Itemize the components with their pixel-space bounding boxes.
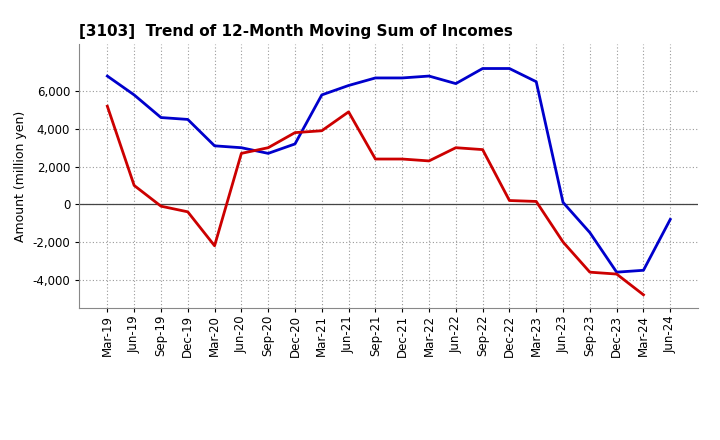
Ordinary Income — [130, 92, 138, 98]
Net Income — [585, 270, 594, 275]
Y-axis label: Amount (million yen): Amount (million yen) — [14, 110, 27, 242]
Net Income — [371, 156, 379, 161]
Ordinary Income — [318, 92, 326, 98]
Ordinary Income — [184, 117, 192, 122]
Ordinary Income — [532, 79, 541, 84]
Net Income — [318, 128, 326, 133]
Net Income — [559, 239, 567, 245]
Ordinary Income — [559, 200, 567, 205]
Ordinary Income — [505, 66, 514, 71]
Net Income — [291, 130, 300, 135]
Ordinary Income — [398, 75, 407, 81]
Ordinary Income — [103, 73, 112, 79]
Net Income — [184, 209, 192, 214]
Ordinary Income — [157, 115, 166, 120]
Net Income — [398, 156, 407, 161]
Ordinary Income — [451, 81, 460, 86]
Ordinary Income — [264, 151, 272, 156]
Net Income — [210, 243, 219, 249]
Ordinary Income — [237, 145, 246, 150]
Net Income — [612, 271, 621, 277]
Ordinary Income — [639, 268, 648, 273]
Ordinary Income — [478, 66, 487, 71]
Ordinary Income — [371, 75, 379, 81]
Net Income — [157, 204, 166, 209]
Ordinary Income — [210, 143, 219, 148]
Ordinary Income — [291, 141, 300, 147]
Line: Net Income: Net Income — [107, 106, 644, 295]
Net Income — [451, 145, 460, 150]
Net Income — [425, 158, 433, 164]
Net Income — [639, 292, 648, 297]
Net Income — [478, 147, 487, 152]
Line: Ordinary Income: Ordinary Income — [107, 69, 670, 272]
Net Income — [103, 103, 112, 109]
Net Income — [130, 183, 138, 188]
Ordinary Income — [425, 73, 433, 79]
Ordinary Income — [666, 217, 675, 222]
Net Income — [505, 198, 514, 203]
Net Income — [532, 199, 541, 204]
Text: [3103]  Trend of 12-Month Moving Sum of Incomes: [3103] Trend of 12-Month Moving Sum of I… — [79, 24, 513, 39]
Ordinary Income — [612, 270, 621, 275]
Ordinary Income — [344, 83, 353, 88]
Net Income — [264, 145, 272, 150]
Ordinary Income — [585, 230, 594, 235]
Net Income — [344, 109, 353, 114]
Net Income — [237, 151, 246, 156]
